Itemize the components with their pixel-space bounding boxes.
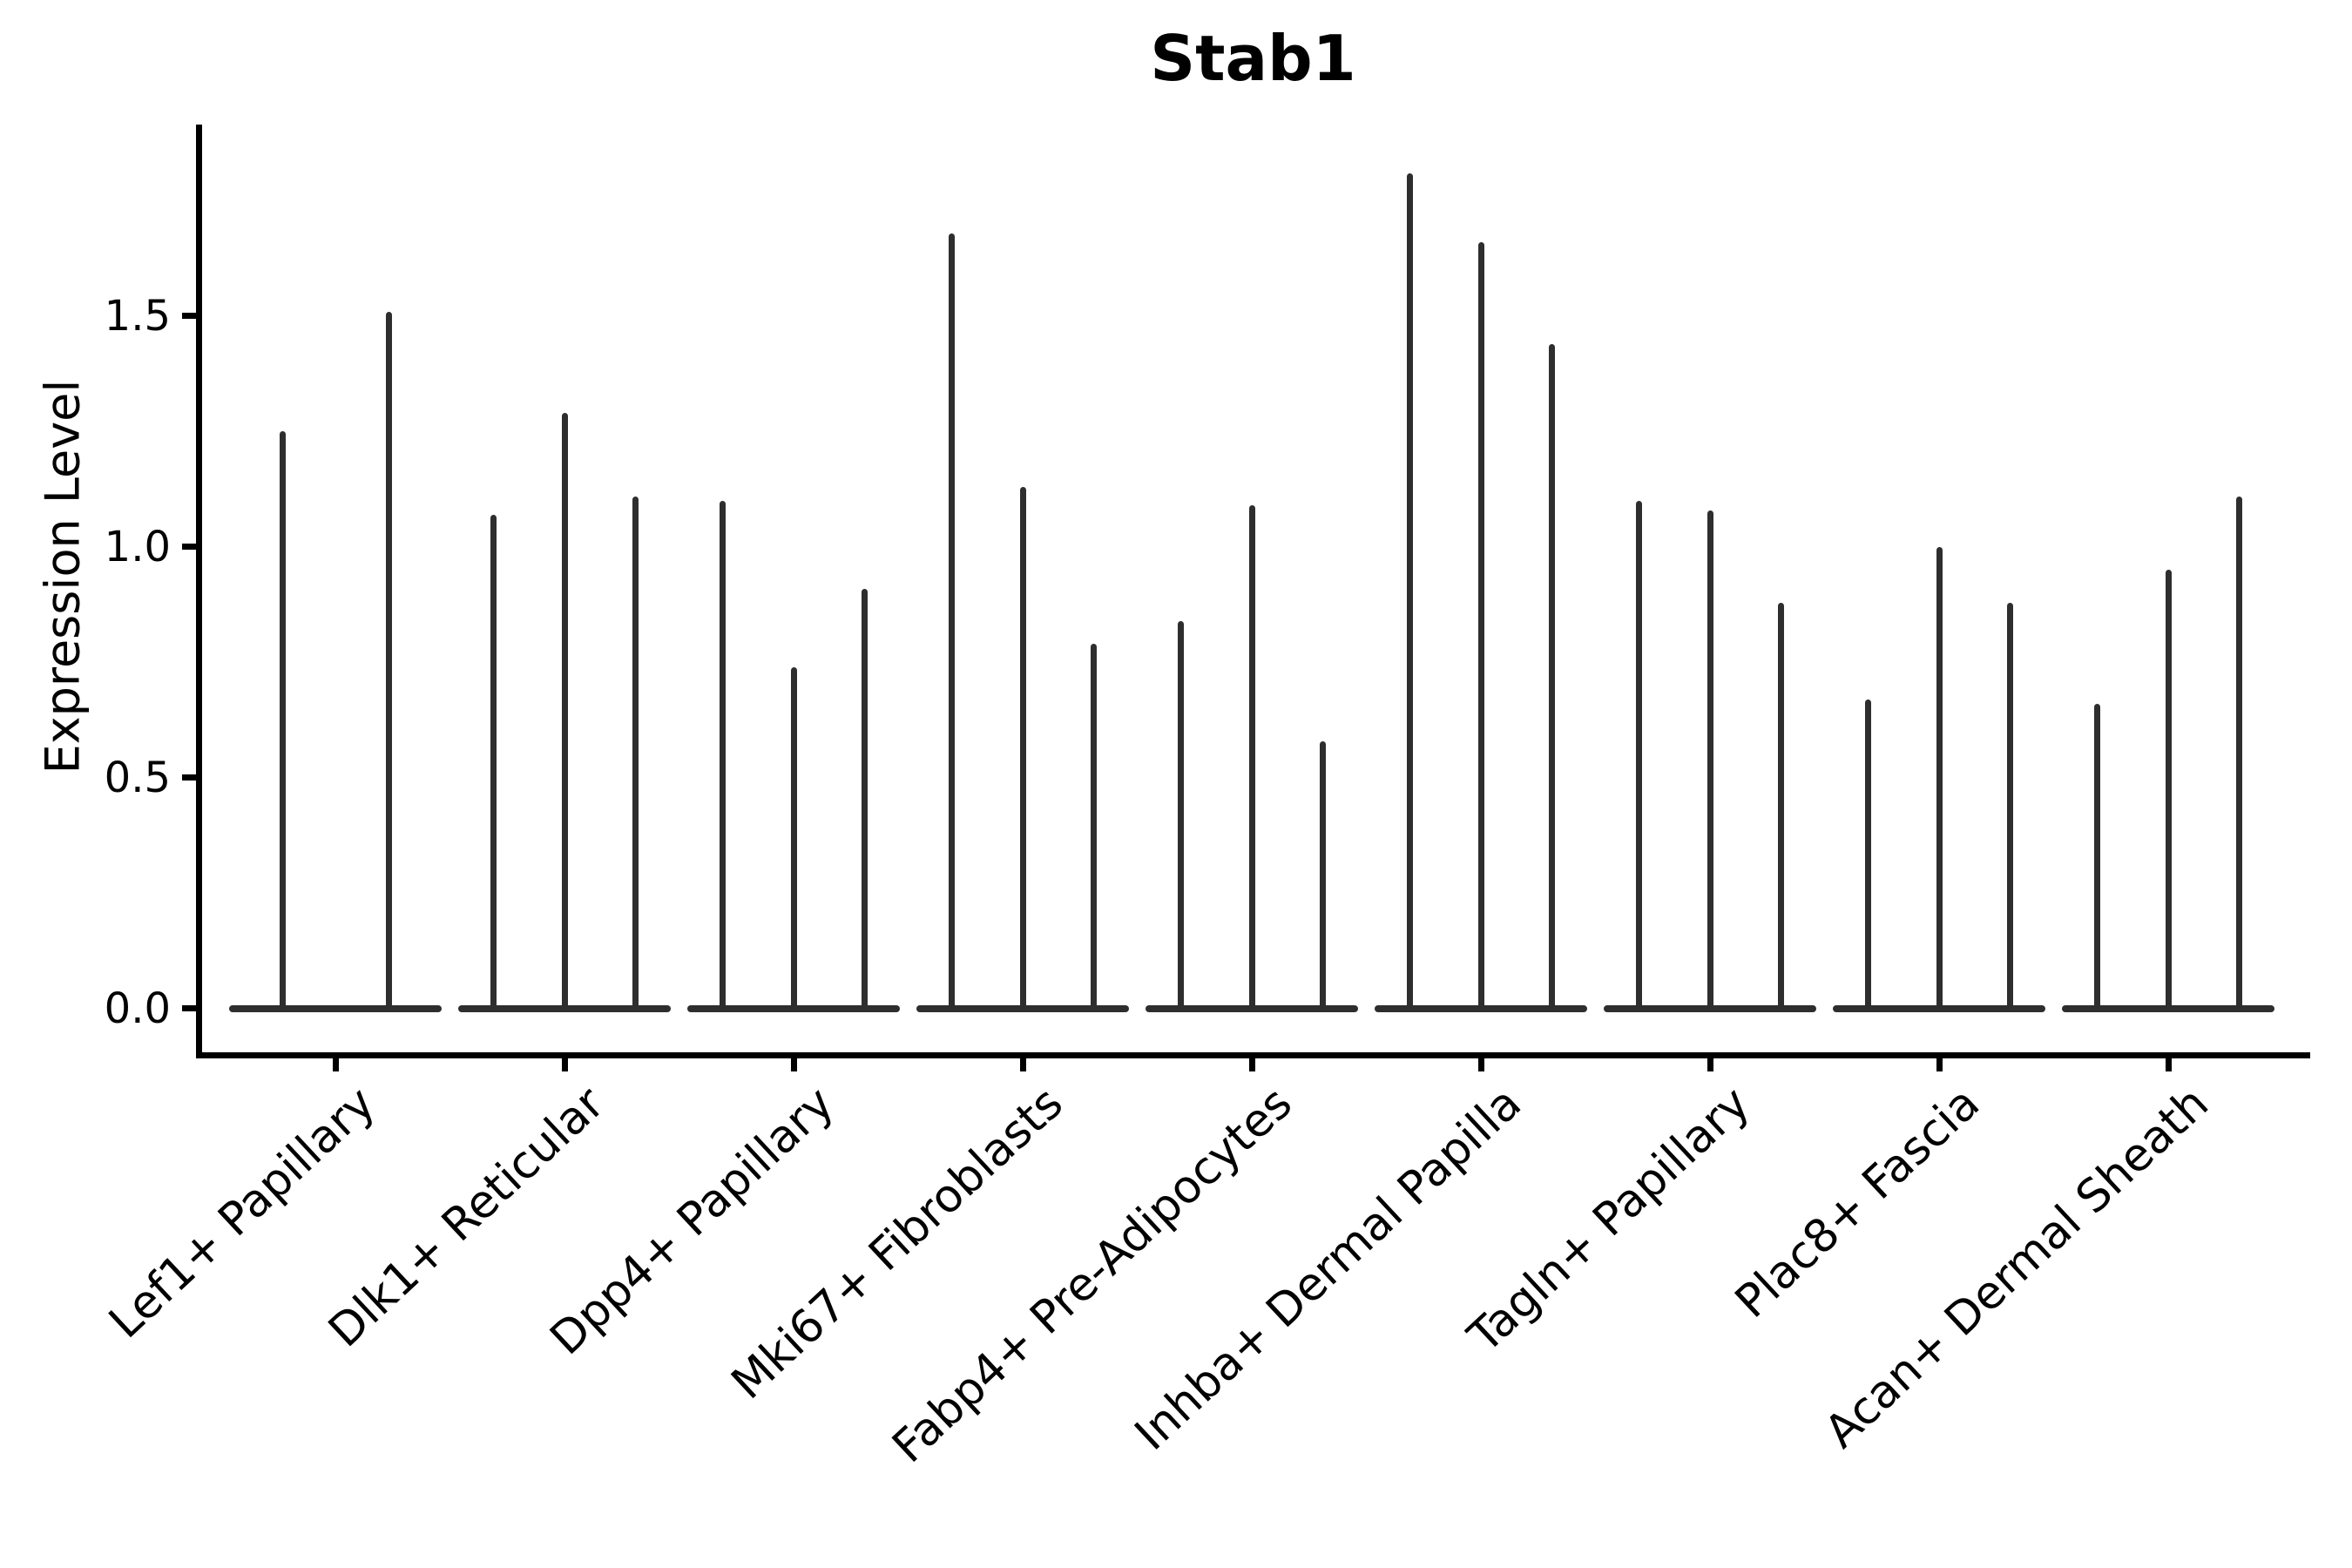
y-tick-label: 1.0 xyxy=(104,523,171,571)
left-axis-spine xyxy=(196,125,202,1058)
violin-spike xyxy=(1477,242,1484,1009)
violin-spike xyxy=(2006,603,2013,1009)
y-tick-label: 0.0 xyxy=(104,984,171,1033)
violin-spike xyxy=(1936,547,1943,1009)
x-tick-mark xyxy=(332,1058,339,1071)
violin-spike xyxy=(1777,603,1784,1009)
y-tick-mark xyxy=(182,774,196,781)
violin-base xyxy=(1146,1005,1358,1012)
violin-spike xyxy=(1707,510,1713,1009)
violin-spike xyxy=(2165,570,2172,1009)
category-label: Inhba+ Dermal Papilla xyxy=(1125,1077,1531,1461)
violin-spike xyxy=(561,413,568,1009)
y-tick-mark xyxy=(182,1005,196,1011)
violin-spike xyxy=(949,233,956,1009)
violin-spike xyxy=(632,497,639,1009)
x-tick-mark xyxy=(1936,1058,1943,1071)
violin-spike xyxy=(1548,344,1555,1009)
violin-spike xyxy=(1019,487,1026,1009)
violin-spike xyxy=(1865,700,1872,1009)
y-tick-label: 0.5 xyxy=(104,754,171,802)
violin-spike xyxy=(1090,644,1097,1009)
violin-spike xyxy=(2094,704,2101,1009)
violin-spike xyxy=(1319,741,1326,1009)
violin-base xyxy=(916,1005,1129,1012)
violin-spike xyxy=(1178,621,1185,1009)
x-tick-mark xyxy=(2165,1058,2172,1071)
category-label: Fabp4+ Pre-Adipocytes xyxy=(882,1077,1302,1474)
violin-base xyxy=(229,1005,442,1012)
violin-base xyxy=(1604,1005,1816,1012)
violin-spike xyxy=(385,312,392,1009)
x-tick-mark xyxy=(790,1058,797,1071)
violin-base xyxy=(458,1005,671,1012)
violin-base xyxy=(687,1005,900,1012)
violin-spike xyxy=(1407,173,1414,1009)
chart-title: Stab1 xyxy=(1150,22,1356,95)
violin-spike xyxy=(490,515,497,1009)
y-tick-mark xyxy=(182,544,196,550)
y-axis-label: Expression Level xyxy=(35,379,91,774)
x-tick-mark xyxy=(1019,1058,1026,1071)
violin-base xyxy=(2062,1005,2274,1012)
violin-spike xyxy=(2235,497,2242,1009)
y-tick-label: 1.5 xyxy=(104,292,171,341)
x-tick-mark xyxy=(1477,1058,1484,1071)
violin-spike xyxy=(720,501,727,1009)
violin-spike xyxy=(279,431,286,1009)
category-label: Plac8+ Fascia xyxy=(1725,1077,1990,1328)
violin-spike xyxy=(790,667,797,1009)
x-tick-mark xyxy=(1707,1058,1713,1071)
category-label: Acan+ Dermal Sheath xyxy=(1815,1077,2219,1459)
x-tick-mark xyxy=(561,1058,568,1071)
y-tick-mark xyxy=(182,313,196,319)
violin-base xyxy=(1833,1005,2045,1012)
violin-base xyxy=(1375,1005,1587,1012)
x-tick-mark xyxy=(1248,1058,1255,1071)
bottom-axis-spine xyxy=(196,1052,2310,1058)
violin-spike xyxy=(1636,501,1643,1009)
violin-spike xyxy=(1248,505,1255,1009)
violin-spike xyxy=(861,589,868,1009)
